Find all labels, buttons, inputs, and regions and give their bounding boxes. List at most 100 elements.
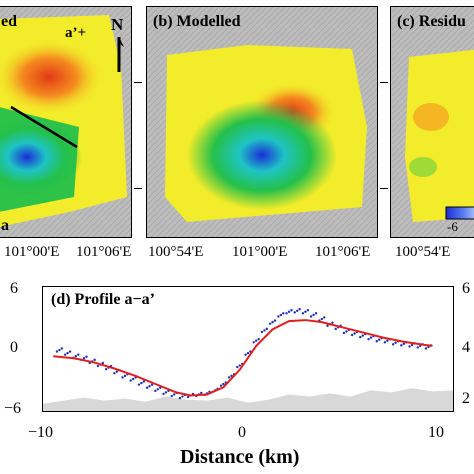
observed-point bbox=[304, 310, 307, 313]
a-point-label: a bbox=[1, 217, 9, 234]
observed-point bbox=[296, 309, 299, 312]
observed-point bbox=[238, 364, 241, 367]
observed-point bbox=[236, 365, 239, 369]
observed-point bbox=[345, 330, 348, 333]
observed-point bbox=[285, 312, 288, 315]
observed-point bbox=[63, 353, 67, 356]
observed-point bbox=[369, 336, 373, 339]
observed-point bbox=[96, 364, 100, 368]
map-axis-label-5: 101°06'E bbox=[315, 244, 371, 260]
observed-point bbox=[306, 309, 310, 312]
map-axis-label-6: 100°54'E bbox=[395, 244, 451, 260]
observed-point bbox=[271, 320, 274, 324]
observed-point bbox=[402, 342, 405, 346]
observed-point bbox=[400, 344, 403, 347]
observed-point bbox=[137, 383, 141, 386]
observed-point bbox=[353, 332, 356, 335]
observed-point bbox=[93, 358, 96, 362]
map-axis-label-3: 100°54'E bbox=[148, 244, 204, 260]
observed-point bbox=[164, 391, 168, 394]
observed-point bbox=[186, 395, 190, 399]
ytick-mid: 0 bbox=[10, 339, 18, 356]
panel-c-residual: (c) Residu -6 bbox=[390, 6, 474, 238]
observed-point bbox=[150, 383, 154, 386]
topography-area bbox=[43, 388, 453, 411]
right-tick-top: 6 bbox=[462, 280, 470, 297]
profile-line bbox=[10, 105, 78, 149]
observed-point bbox=[222, 382, 225, 386]
observed-point bbox=[85, 355, 88, 358]
observed-point bbox=[386, 339, 389, 342]
observed-point bbox=[140, 381, 143, 385]
observed-point bbox=[244, 353, 247, 356]
observed-point bbox=[55, 350, 59, 353]
observed-point bbox=[255, 339, 258, 342]
ytick-bottom: −6 bbox=[4, 400, 22, 417]
observed-point bbox=[113, 372, 116, 375]
observed-point bbox=[265, 327, 269, 331]
observed-point bbox=[309, 315, 313, 318]
observed-point bbox=[154, 389, 157, 393]
observed-point bbox=[246, 351, 250, 355]
profile-xlabel: Distance (km) bbox=[180, 446, 300, 468]
observed-point bbox=[394, 341, 397, 344]
observed-point bbox=[121, 376, 124, 379]
observed-point bbox=[77, 353, 80, 356]
profile-plot: (d) Profile a−a’ bbox=[42, 286, 454, 412]
observed-point bbox=[257, 337, 260, 341]
panel-b-label: (b) Modelled bbox=[153, 13, 241, 30]
observed-point bbox=[181, 395, 184, 398]
observed-point bbox=[416, 346, 419, 349]
right-tick-low: 2 bbox=[462, 390, 470, 407]
observed-point bbox=[277, 315, 280, 318]
observed-point bbox=[173, 393, 176, 396]
modelled-line bbox=[53, 319, 433, 397]
observed-point bbox=[424, 347, 428, 350]
panel-c-label: (c) Residu bbox=[397, 13, 466, 30]
observed-point bbox=[359, 335, 362, 339]
observed-point bbox=[334, 327, 337, 331]
colorbar bbox=[445, 206, 474, 220]
north-label: N bbox=[111, 15, 124, 34]
panel-b-map bbox=[147, 7, 377, 237]
observed-point bbox=[383, 341, 387, 344]
observed-point bbox=[129, 379, 132, 382]
panel-a-observed: ed a’+ N a bbox=[0, 6, 132, 238]
observed-point bbox=[361, 334, 364, 337]
panel-c-map bbox=[391, 7, 474, 237]
observed-point bbox=[273, 319, 277, 322]
observed-point bbox=[293, 311, 296, 314]
observed-point bbox=[312, 313, 315, 317]
map-axis-label-4: 101°00'E bbox=[232, 244, 288, 260]
observed-point bbox=[314, 312, 318, 315]
map-axis-label-1: 101°00'E bbox=[4, 244, 60, 260]
observed-point bbox=[227, 376, 231, 379]
observed-point bbox=[115, 370, 119, 373]
profile-svg bbox=[43, 308, 453, 411]
observed-point bbox=[290, 309, 293, 312]
aprime-label: a’+ bbox=[65, 25, 87, 41]
colorbar-tick-label: -6 bbox=[447, 219, 458, 234]
observed-point bbox=[326, 324, 329, 327]
observed-point bbox=[123, 374, 127, 378]
panel-a-map bbox=[0, 7, 131, 237]
panel-b-modelled: (b) Modelled bbox=[146, 6, 378, 238]
observed-point bbox=[145, 386, 149, 389]
observed-point bbox=[408, 345, 411, 348]
observed-point bbox=[282, 312, 285, 315]
observed-point bbox=[323, 316, 326, 319]
observed-point bbox=[200, 391, 203, 395]
panel-a-label: ed bbox=[1, 13, 17, 30]
observed-point bbox=[367, 337, 370, 341]
observed-point bbox=[58, 348, 61, 352]
profile-title: (d) Profile a−a’ bbox=[51, 291, 155, 308]
observed-point bbox=[82, 357, 86, 360]
observed-point bbox=[68, 350, 72, 353]
xtick-right: 10 bbox=[428, 424, 444, 441]
observed-point bbox=[162, 392, 165, 396]
observed-point bbox=[60, 347, 64, 350]
observed-point bbox=[142, 380, 146, 383]
xtick-mid: 0 bbox=[238, 424, 246, 441]
observed-point bbox=[74, 355, 77, 358]
observed-point bbox=[178, 396, 182, 400]
